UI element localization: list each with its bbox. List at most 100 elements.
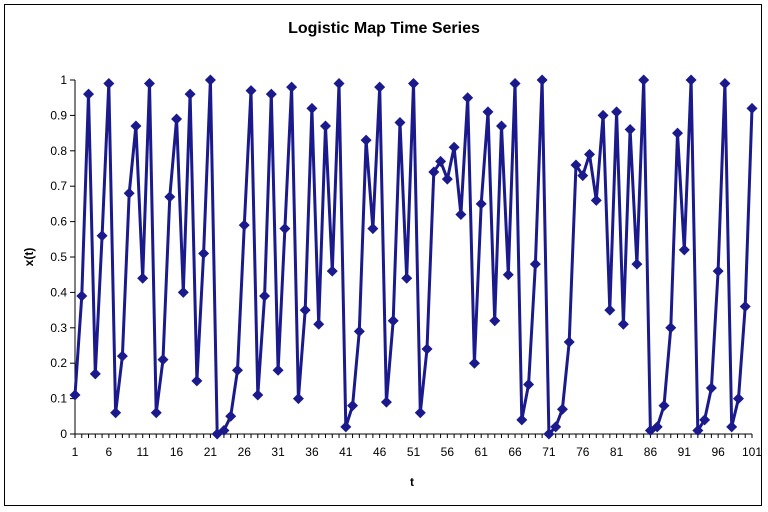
data-point: [543, 428, 555, 440]
data-point: [367, 223, 379, 235]
y-tick-label: 0: [60, 427, 67, 441]
x-tick-label: 91: [678, 445, 692, 459]
data-point: [299, 304, 311, 316]
x-tick-label: 101: [742, 445, 762, 459]
x-tick-label: 61: [475, 445, 489, 459]
data-point: [509, 78, 521, 90]
data-point: [617, 318, 629, 330]
x-tick-label: 6: [106, 445, 113, 459]
data-point: [103, 78, 115, 90]
data-point: [184, 88, 196, 100]
series-line: [73, 78, 754, 436]
x-tick-label: 16: [170, 445, 184, 459]
data-point: [428, 166, 440, 178]
data-point: [252, 389, 264, 401]
data-point: [313, 318, 325, 330]
data-point: [225, 410, 237, 422]
data-point: [259, 290, 271, 302]
data-point: [164, 191, 176, 203]
x-tick-label: 51: [407, 445, 421, 459]
y-tick-label: 0.3: [50, 321, 67, 335]
data-point: [191, 375, 203, 387]
data-point: [272, 364, 284, 376]
data-point: [394, 116, 406, 128]
data-point: [96, 230, 108, 242]
data-point: [726, 421, 738, 433]
x-tick-label: 46: [373, 445, 387, 459]
data-point: [475, 198, 487, 210]
data-point: [408, 78, 419, 90]
data-point: [550, 421, 562, 433]
data-point: [523, 378, 535, 390]
y-axis-title: x(t): [22, 248, 36, 267]
data-point: [705, 382, 717, 394]
data-point: [171, 113, 183, 125]
data-point: [306, 102, 318, 114]
data-point: [353, 325, 365, 337]
x-tick-label: 71: [542, 445, 556, 459]
data-point: [89, 368, 101, 380]
data-point: [692, 424, 704, 436]
data-point: [739, 301, 751, 313]
data-point: [651, 421, 663, 433]
data-point: [516, 414, 528, 426]
data-point: [231, 364, 243, 376]
data-point: [536, 74, 548, 86]
data-point: [265, 88, 277, 100]
data-point: [638, 74, 650, 86]
data-point: [279, 223, 291, 235]
y-tick-label: 0.5: [50, 250, 67, 264]
data-point: [286, 81, 298, 93]
x-tick-label: 86: [644, 445, 658, 459]
data-point: [245, 85, 257, 97]
data-point: [414, 407, 426, 419]
y-tick-label: 0.8: [50, 144, 67, 158]
data-point: [746, 102, 758, 114]
data-point: [631, 258, 643, 270]
data-point: [604, 304, 616, 316]
data-point: [665, 322, 677, 334]
data-point: [292, 393, 304, 405]
data-point: [435, 155, 447, 167]
x-tick-label: 36: [305, 445, 319, 459]
data-point: [110, 407, 122, 419]
data-point: [455, 209, 467, 221]
data-point: [137, 272, 149, 284]
data-point: [116, 350, 128, 362]
data-point: [699, 414, 711, 426]
x-tick-label: 1: [72, 445, 79, 459]
data-point: [421, 343, 433, 355]
x-tick-label: 26: [238, 445, 252, 459]
data-point: [76, 290, 88, 302]
data-point: [678, 244, 690, 256]
data-point: [69, 389, 81, 401]
data-point: [441, 173, 453, 185]
data-point: [333, 78, 345, 90]
data-point: [83, 88, 95, 100]
chart-title: Logistic Map Time Series: [288, 20, 480, 37]
data-point: [238, 219, 250, 231]
data-point: [374, 81, 386, 93]
data-point: [489, 315, 501, 327]
data-point: [130, 120, 142, 132]
data-point: [712, 265, 724, 277]
x-tick-label: 96: [711, 445, 725, 459]
data-point: [177, 286, 189, 298]
data-point: [685, 74, 697, 86]
data-point: [529, 258, 541, 270]
data-point: [319, 120, 331, 132]
data-point: [502, 269, 514, 281]
y-tick-label: 0.4: [50, 285, 67, 299]
x-tick-label: 66: [508, 445, 522, 459]
data-point: [448, 141, 460, 153]
data-point: [563, 336, 575, 348]
data-point: [401, 272, 413, 284]
y-tick-label: 0.1: [50, 392, 67, 406]
data-point: [387, 315, 399, 327]
x-tick-label: 41: [339, 445, 353, 459]
data-point: [624, 124, 636, 136]
data-point: [732, 393, 744, 405]
x-tick-label: 21: [204, 445, 218, 459]
data-point: [658, 400, 670, 412]
